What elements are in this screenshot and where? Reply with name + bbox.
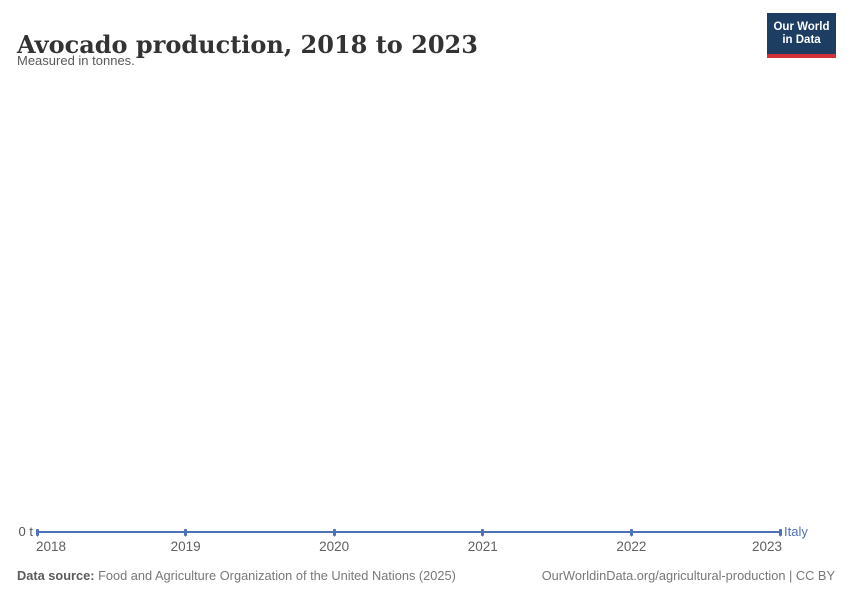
data-point-2019[interactable] xyxy=(184,529,188,536)
data-source-text: Food and Agriculture Organization of the… xyxy=(94,568,456,583)
data-point-2020[interactable] xyxy=(332,529,336,536)
owid-logo-line1: Our World xyxy=(773,20,830,33)
x-axis-label-2021: 2021 xyxy=(467,539,498,554)
x-axis-label-2019: 2019 xyxy=(170,539,201,554)
data-point-2023[interactable] xyxy=(778,529,782,536)
owid-logo: Our World in Data xyxy=(767,13,836,58)
series-line-italy[interactable] xyxy=(37,531,780,533)
license-label: | CC BY xyxy=(785,568,835,583)
data-source-label: Data source: xyxy=(17,568,95,583)
data-point-2018[interactable] xyxy=(35,529,39,536)
data-source-note: Data source: Food and Agriculture Organi… xyxy=(17,568,456,584)
owid-logo-line2: in Data xyxy=(782,33,821,46)
chart-title: Avocado production, 2018 to 2023 xyxy=(17,30,478,60)
chart-footer: Data source: Food and Agriculture Organi… xyxy=(17,568,835,584)
series-end-label-italy[interactable]: Italy xyxy=(784,524,808,539)
footer-credit: OurWorldinData.org/agricultural-producti… xyxy=(542,568,835,584)
x-axis-label-2018: 2018 xyxy=(35,539,67,554)
x-axis-label-2023: 2023 xyxy=(751,539,783,554)
data-point-2022[interactable] xyxy=(629,529,633,536)
x-axis-label-2020: 2020 xyxy=(319,539,350,554)
y-axis-zero-label: 0 t xyxy=(18,524,33,539)
data-point-2021[interactable] xyxy=(481,529,485,536)
chart-subtitle: Measured in tonnes. xyxy=(17,53,135,68)
x-axis-label-2022: 2022 xyxy=(616,539,647,554)
owid-url-link[interactable]: OurWorldinData.org/agricultural-producti… xyxy=(541,568,786,583)
